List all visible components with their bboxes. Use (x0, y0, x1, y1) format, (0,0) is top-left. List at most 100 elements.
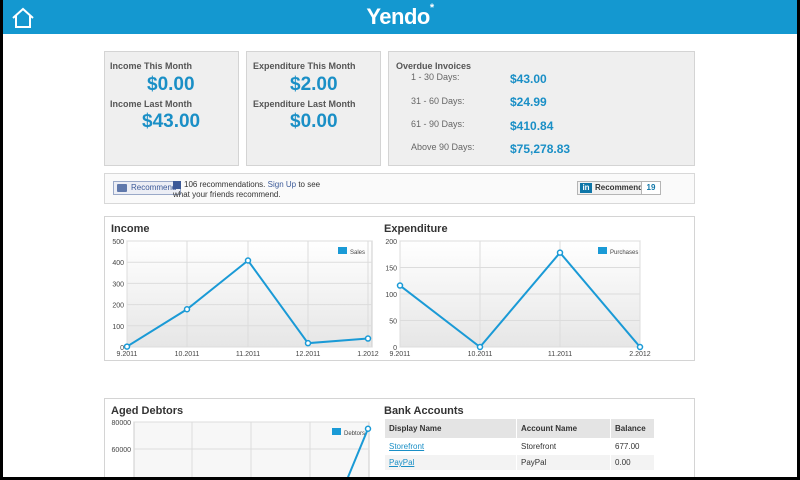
bank-account-link[interactable]: PayPal (389, 458, 415, 467)
income-plot-area (126, 240, 373, 348)
expenditure-this-month-label: Expenditure This Month (253, 61, 356, 71)
expenditure-this-month-value: $2.00 (290, 74, 338, 95)
debtors-y-tick-label: 60000 (112, 447, 132, 454)
column-header-balance: Balance (610, 418, 655, 439)
overdue-row-value: $75,278.83 (510, 142, 571, 156)
linkedin-icon: in (580, 183, 592, 193)
income-x-tick-label: 12.2011 (296, 351, 321, 358)
income-x-tick-label: 9.2011 (117, 351, 138, 358)
income-chart: 0 100 200 300 400 500 9.2011 10.2011 11.2011 12.2… (112, 239, 379, 358)
table-header-row: Display Name Account Name Balance (384, 418, 655, 439)
facebook-signup-link[interactable]: Sign Up (267, 180, 297, 189)
income-y-tick-label: 400 (112, 260, 124, 267)
debtors-legend-label: Debtors (344, 431, 365, 437)
expenditure-chart-title: Expenditure (384, 223, 448, 235)
table-cell: Storefront (384, 438, 517, 455)
facebook-signup-suffix: to see what your friends recommend. (173, 180, 321, 199)
bank-accounts-title: Bank Accounts (384, 405, 464, 417)
thumbs-up-icon (117, 184, 127, 192)
app-logo-mark: * (429, 2, 434, 14)
column-header-display-name: Display Name (384, 418, 517, 439)
expenditure-series-line (399, 251, 641, 349)
income-data-point (364, 335, 372, 342)
linkedin-recommend-label: Recommend (595, 183, 644, 192)
income-y-tick-label: 100 (112, 324, 124, 331)
column-header-account-name: Account Name (516, 418, 611, 439)
expenditure-legend-swatch (598, 247, 607, 254)
income-x-tick-label: 10.2011 (175, 351, 200, 358)
income-legend-label: Sales (350, 250, 365, 256)
debtors-series-line (346, 428, 369, 477)
expenditure-legend-label: Purchases (610, 250, 638, 256)
overdue-row-label: 31 - 60 Days: (411, 96, 465, 106)
expenditure-x-tick-label: 11.2011 (548, 351, 572, 358)
aged-debtors-chart: 60000 80000 Debtors (112, 420, 372, 477)
expenditure-summary-panel: Expenditure This Month $2.00 Expenditure… (246, 51, 381, 166)
expenditure-x-tick-label: 9.2011 (390, 351, 411, 358)
income-data-point (244, 257, 252, 264)
income-data-point (123, 343, 131, 350)
expenditure-y-tick-label: 200 (385, 239, 397, 246)
table-cell: 677.00 (610, 438, 655, 455)
overdue-row-label: Above 90 Days: (411, 142, 475, 152)
income-chart-title: Income (111, 223, 150, 235)
income-last-month-value: $43.00 (142, 111, 201, 132)
table-cell: 0.00 (610, 454, 655, 471)
facebook-icon (173, 180, 181, 189)
expenditure-y-tick-label: 0 (393, 345, 397, 352)
overdue-row-value: $43.00 (510, 72, 547, 86)
bank-account-link[interactable]: Storefront (389, 442, 425, 451)
bank-accounts-table: Display Name Account Name Balance Storef… (384, 418, 655, 471)
aged-debtors-title: Aged Debtors (111, 405, 184, 417)
overdue-row-value: $410.84 (510, 119, 554, 133)
income-x-tick-label: 11.2011 (236, 351, 260, 358)
home-icon[interactable] (11, 7, 35, 29)
facebook-recommend-text: 106 recommendations. Sign Up to see what… (173, 180, 333, 200)
income-this-month-value: $0.00 (147, 74, 195, 95)
facebook-recommend-button[interactable]: Recommend (113, 181, 182, 195)
expenditure-data-point (476, 343, 484, 351)
income-legend-swatch (338, 247, 347, 254)
facebook-recommend-label: Recommend (131, 183, 177, 192)
app-logo: Yendo* (3, 2, 797, 30)
expenditure-data-point (636, 343, 644, 351)
linkedin-recommend-count: 19 (641, 181, 661, 195)
overdue-invoices-panel: Overdue Invoices 1 - 30 Days: $43.00 31 … (388, 51, 695, 166)
income-y-tick-label: 500 (112, 239, 124, 246)
table-cell: Storefront (516, 438, 611, 455)
table-row: PayPal PayPal 0.00 (384, 454, 655, 471)
overdue-row-value: $24.99 (510, 95, 547, 109)
table-cell: PayPal (516, 454, 611, 471)
table-cell: PayPal (384, 454, 517, 471)
linkedin-recommend-button[interactable]: in Recommend (577, 181, 649, 195)
facebook-count-text: 106 recommendations. (184, 180, 266, 189)
expenditure-x-tick-label: 2.2012 (629, 351, 651, 358)
expenditure-chart: 0 50 100 150 200 9.2011 10.2011 11.2011 2.2012 Pu… (385, 239, 651, 358)
income-summary-panel: Income This Month $0.00 Income Last Mont… (104, 51, 239, 166)
app-logo-text: Yendo (366, 4, 430, 29)
debtors-legend-swatch (332, 428, 341, 435)
expenditure-x-tick-label: 10.2011 (468, 351, 493, 358)
debtors-data-point (364, 425, 372, 432)
expenditure-y-tick-label: 150 (385, 266, 397, 273)
income-last-month-label: Income Last Month (110, 99, 193, 109)
expenditure-last-month-label: Expenditure Last Month (253, 99, 356, 109)
expenditure-y-tick-label: 100 (385, 292, 397, 299)
income-y-tick-label: 300 (112, 281, 124, 288)
income-data-point (183, 306, 191, 313)
income-y-tick-label: 0 (120, 345, 124, 352)
overdue-row-label: 61 - 90 Days: (411, 119, 465, 129)
overdue-invoices-title: Overdue Invoices (396, 61, 472, 71)
expenditure-data-point (556, 249, 564, 256)
top-bar: Yendo* (3, 0, 797, 34)
table-row: Storefront Storefront 677.00 (384, 438, 655, 455)
income-x-tick-label: 1.2012 (357, 351, 379, 358)
income-y-tick-label: 200 (112, 303, 124, 310)
income-this-month-label: Income This Month (110, 61, 192, 71)
income-data-point (304, 339, 312, 347)
debtors-y-tick-label: 80000 (112, 420, 132, 427)
overdue-row-label: 1 - 30 Days: (411, 72, 460, 82)
social-bar: Recommend 106 recommendations. Sign Up t… (104, 173, 695, 204)
expenditure-data-point (396, 282, 404, 289)
expenditure-last-month-value: $0.00 (290, 111, 338, 132)
